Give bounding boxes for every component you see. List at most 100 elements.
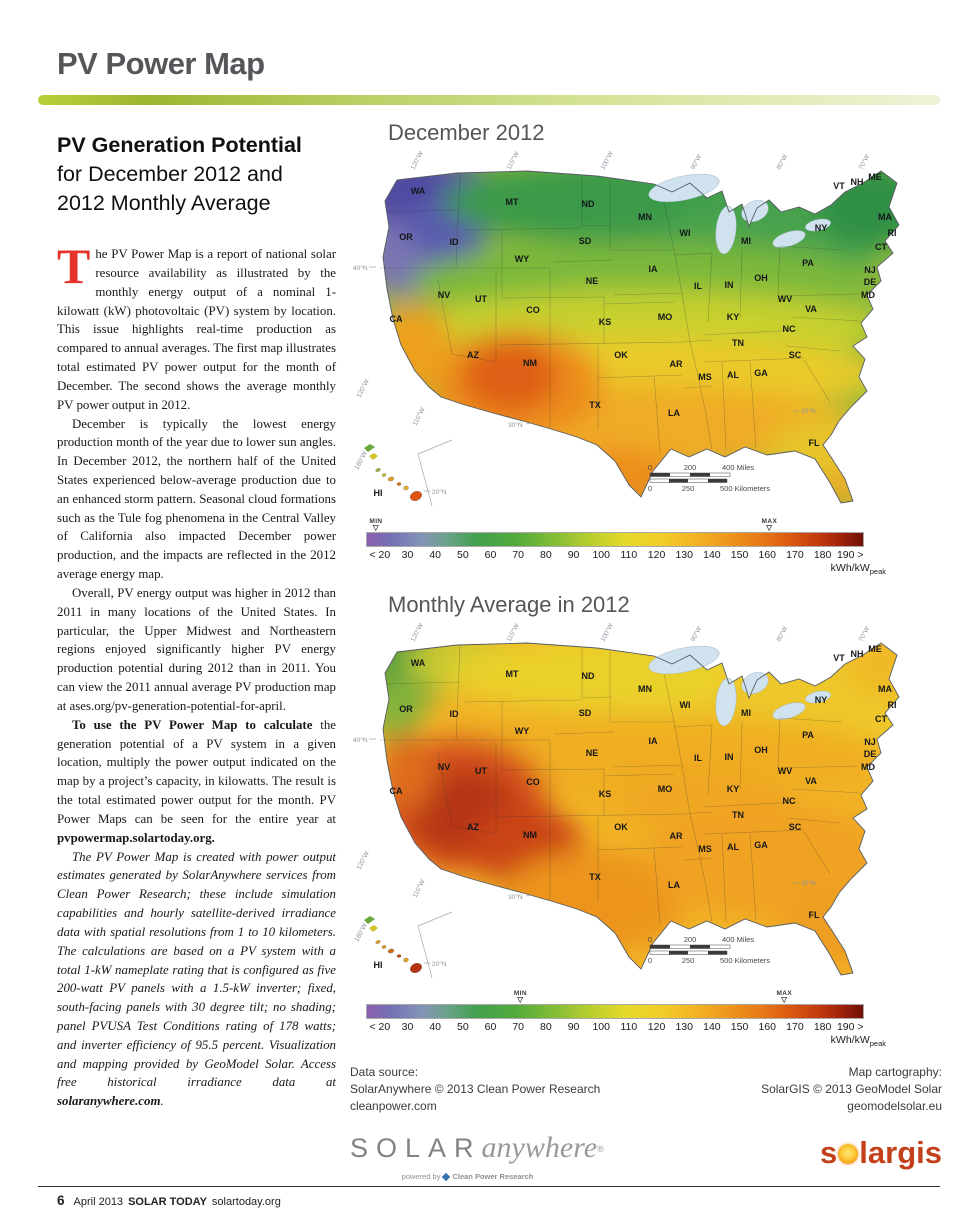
paragraph-2: December is typically the lowest energy …	[57, 416, 336, 582]
state-label-nh: NH	[851, 177, 864, 187]
paragraph-5: The PV Power Map is created with power o…	[57, 849, 336, 1109]
legend-value: 150	[730, 549, 749, 561]
state-label-ia: IA	[649, 736, 659, 746]
legend-value: 60	[484, 1021, 497, 1034]
state-label-nv: NV	[438, 290, 451, 300]
state-label-mi: MI	[741, 236, 751, 246]
state-label-wv: WV	[778, 766, 793, 776]
map2-title: Monthly Average in 2012	[388, 592, 630, 618]
svg-text:20°N: 20°N	[432, 960, 447, 968]
state-label-mn: MN	[638, 212, 652, 222]
state-label-ks: KS	[599, 789, 612, 799]
state-label-sc: SC	[789, 350, 802, 360]
svg-text:70°W: 70°W	[857, 624, 872, 643]
paragraph-4-text: the generation potential of a PV system …	[57, 717, 336, 826]
hawaii-inset: 160°W 20°N	[353, 911, 453, 979]
state-label-ok: OK	[614, 350, 628, 360]
legend-value: 180	[813, 549, 832, 561]
svg-text:0: 0	[648, 956, 652, 965]
state-label-md: MD	[861, 762, 875, 772]
svg-text:110°W: 110°W	[505, 622, 521, 643]
svg-text:120°W: 120°W	[355, 849, 372, 871]
legend-value: 130	[675, 1021, 693, 1034]
state-label-va: VA	[805, 776, 817, 786]
state-label-ct: CT	[875, 714, 887, 724]
state-label-al: AL	[727, 370, 739, 380]
legend-value: 120	[647, 549, 666, 561]
legend-value: 60	[484, 549, 497, 561]
state-label-oh: OH	[754, 273, 768, 283]
state-label-or: OR	[399, 232, 413, 242]
state-label-in: IN	[725, 280, 734, 290]
legend-value: 140	[703, 1021, 721, 1034]
svg-text:30°N: 30°N	[801, 879, 816, 887]
us-map-december-2012: WA OR ID MT ND SD MN WI MI WY NE IA IL IN OH PA NY VT NH ME…	[353, 150, 900, 507]
svg-text:200: 200	[684, 935, 697, 944]
svg-text:100°W: 100°W	[599, 150, 616, 171]
maps-column: December 2012 WA OR ID MT ND SD MN WI MI WY NE IA IL…	[346, 120, 942, 1182]
state-label-ky: KY	[727, 312, 740, 322]
max-marker: MAX ▽	[761, 518, 778, 532]
legend-value: 30	[401, 549, 414, 561]
state-label-ut: UT	[475, 766, 487, 776]
clean-power-research-diamond-icon	[442, 1172, 451, 1181]
state-label-or: OR	[399, 704, 413, 714]
data-source-url: cleanpower.com	[350, 1098, 437, 1113]
state-label-tx: TX	[589, 872, 601, 882]
marker-triangle-icon: ▽	[517, 995, 524, 1005]
legend-value: 50	[457, 549, 469, 561]
registered-mark: ®	[597, 1143, 604, 1154]
state-label-il: IL	[694, 281, 703, 291]
state-label-de: DE	[864, 749, 877, 759]
state-label-il: IL	[694, 753, 703, 763]
credits-section: Data source: SolarAnywhere © 2013 Clean …	[350, 1064, 942, 1182]
drop-cap: T	[57, 238, 91, 295]
cartography-block: Map cartography: SolarGIS © 2013 GeoMode…	[761, 1064, 942, 1182]
state-label-fl: FL	[809, 438, 820, 448]
legend-value: 70	[512, 549, 525, 561]
state-label-mt: MT	[506, 197, 519, 207]
svg-text:80°W: 80°W	[775, 152, 790, 171]
legend-value: 100	[592, 549, 610, 561]
min-marker: MIN ▽	[513, 990, 527, 1005]
state-label-mo: MO	[658, 784, 673, 794]
paragraph-4: To use the PV Power Map to calculate the…	[57, 716, 336, 848]
max-marker: MAX ▽	[776, 990, 793, 1005]
svg-text:250: 250	[682, 484, 695, 493]
legend-value: 30	[401, 1021, 414, 1034]
cartography-label: Map cartography:	[848, 1065, 942, 1080]
state-label-nm: NM	[523, 358, 537, 368]
legend-value: 130	[675, 549, 693, 561]
state-label-ga: GA	[754, 368, 768, 378]
state-label-wy: WY	[515, 254, 530, 264]
data-source-label: Data source:	[350, 1065, 419, 1080]
svg-text:160°W: 160°W	[353, 449, 370, 471]
legend-value: 120	[647, 1021, 666, 1034]
svg-text:500 Kilometers: 500 Kilometers	[720, 484, 770, 493]
svg-text:110°W: 110°W	[411, 878, 427, 899]
legend-value: 190 >	[836, 549, 864, 561]
state-label-ma: MA	[878, 684, 892, 694]
state-label-ri: RI	[888, 228, 897, 238]
state-label-ar: AR	[670, 359, 683, 369]
state-label-mi: MI	[741, 708, 751, 718]
legend-value: 160	[758, 1021, 776, 1034]
state-label-sc: SC	[789, 822, 802, 832]
svg-text:40°N: 40°N	[353, 736, 368, 744]
title-rule	[38, 95, 940, 105]
data-source-line1: SolarAnywhere © 2013 Clean Power Researc…	[350, 1081, 601, 1096]
state-label-vt: VT	[833, 653, 845, 663]
legend-value: 70	[512, 1021, 525, 1034]
state-label-wv: WV	[778, 294, 793, 304]
state-label-al: AL	[727, 842, 739, 852]
state-label-nd: ND	[582, 199, 595, 209]
state-label-mt: MT	[506, 669, 519, 679]
state-label-hi: HI	[374, 960, 383, 970]
state-label-ms: MS	[698, 372, 712, 382]
state-label-ks: KS	[599, 317, 612, 327]
magazine-name: SOLAR TODAY	[128, 1196, 207, 1208]
paragraph-4-lead: To use the PV Power Map to calculate	[72, 717, 313, 732]
state-label-hi: HI	[374, 488, 383, 498]
sun-icon	[838, 1143, 859, 1164]
legend-value: 100	[592, 1021, 610, 1034]
